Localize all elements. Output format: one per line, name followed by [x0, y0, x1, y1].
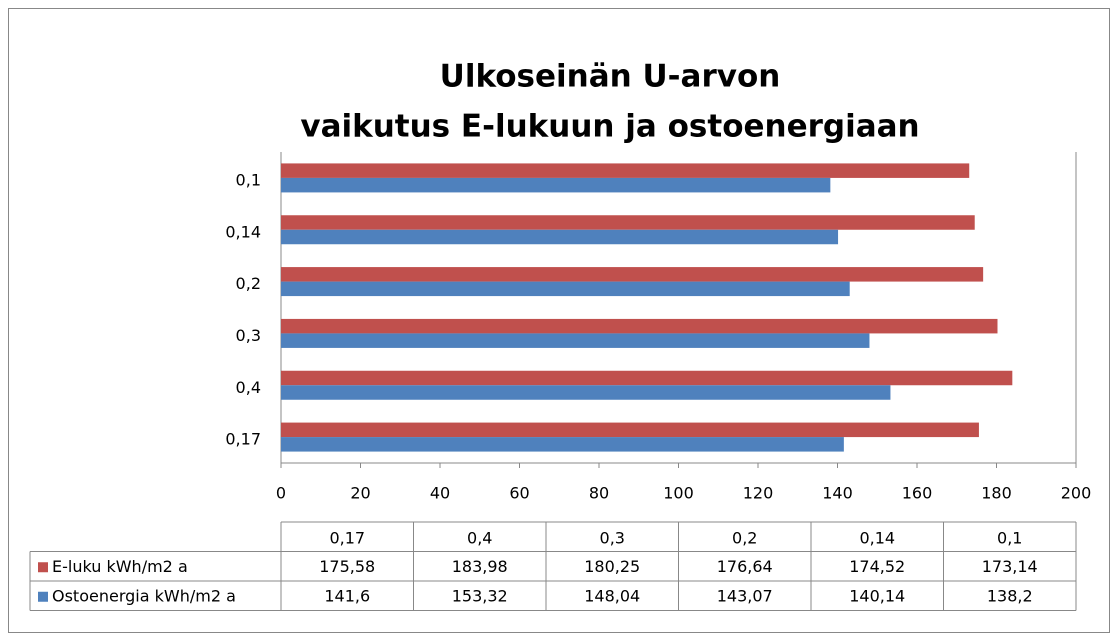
legend-label: E-luku kWh/m2 a [52, 557, 188, 576]
y-tick-label: 0,17 [225, 430, 261, 449]
table-value: 173,14 [982, 557, 1038, 576]
table-header: 0,4 [467, 528, 492, 547]
y-tick-label: 0,14 [225, 222, 261, 241]
table-value: 148,04 [584, 586, 640, 605]
table-value: 153,32 [452, 586, 508, 605]
chart-title: Ulkoseinän U-arvon [440, 59, 781, 95]
bar [281, 215, 975, 230]
bar [281, 267, 984, 282]
x-tick-label: 140 [822, 484, 853, 503]
table-header: 0,2 [732, 528, 757, 547]
table-header: 0,3 [600, 528, 625, 547]
bar [281, 163, 970, 178]
chart-title: vaikutus E-lukuun ja ostoenergiaan [300, 109, 919, 145]
table-value: 183,98 [452, 557, 508, 576]
x-tick-label: 0 [276, 484, 286, 503]
y-tick-label: 0,4 [236, 378, 261, 397]
y-tick-label: 0,2 [236, 274, 261, 293]
table-value: 180,25 [584, 557, 640, 576]
table-header: 0,1 [997, 528, 1022, 547]
legend-label: Ostoenergia kWh/m2 a [52, 586, 236, 605]
table-value: 138,2 [987, 586, 1033, 605]
bar [281, 422, 979, 438]
table-header: 0,17 [329, 528, 365, 547]
table-value: 141,6 [324, 586, 370, 605]
x-tick-label: 180 [981, 484, 1012, 503]
table-value: 174,52 [849, 557, 905, 576]
bar [281, 281, 850, 297]
x-tick-label: 80 [589, 484, 609, 503]
legend-key [38, 591, 48, 602]
x-tick-label: 160 [902, 484, 933, 503]
x-tick-label: 40 [430, 484, 450, 503]
bar [281, 229, 839, 245]
x-tick-label: 60 [509, 484, 529, 503]
x-tick-label: 20 [350, 484, 370, 503]
table-value: 175,58 [319, 557, 375, 576]
x-tick-label: 100 [663, 484, 694, 503]
y-tick-label: 0,3 [236, 326, 261, 345]
table-header: 0,14 [859, 528, 895, 547]
bar [281, 385, 891, 400]
x-tick-label: 200 [1061, 484, 1092, 503]
legend-key [38, 562, 48, 573]
bar [281, 333, 870, 348]
bar [281, 370, 1013, 386]
table-value: 143,07 [717, 586, 773, 605]
bar [281, 437, 844, 452]
x-tick-label: 120 [743, 484, 774, 503]
bar [281, 177, 831, 193]
table-value: 140,14 [849, 586, 905, 605]
table-value: 176,64 [717, 557, 773, 576]
bar [281, 318, 998, 334]
y-tick-label: 0,1 [236, 170, 261, 189]
